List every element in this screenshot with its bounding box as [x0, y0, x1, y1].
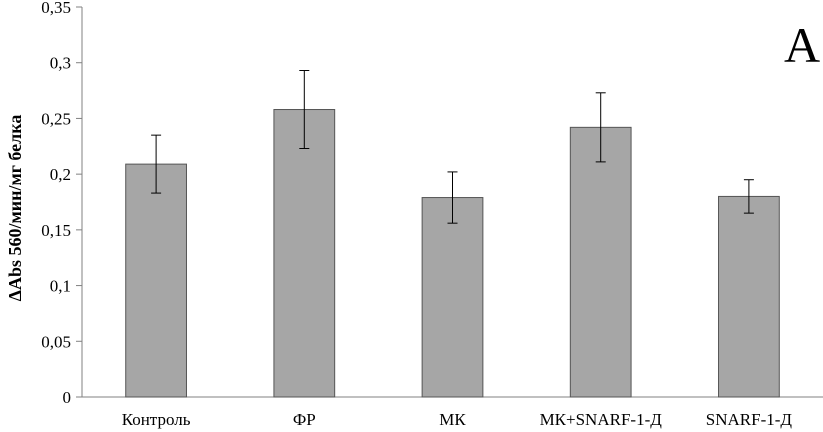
x-tick-label: Контроль	[122, 410, 191, 429]
y-tick-label: 0,35	[41, 0, 71, 17]
y-tick-label: 0,1	[50, 277, 71, 296]
bar	[718, 195, 780, 398]
bar	[421, 197, 484, 398]
y-axis: 0 0,05 0,1 0,15 0,2 0,25 0,3 0,35	[41, 0, 83, 407]
error-bars	[151, 70, 754, 224]
category-labels: Контроль ФР МК МК+SNARF-1-Д SNARF-1-Д	[122, 410, 793, 429]
bar	[125, 163, 187, 398]
y-axis-title: ΔAbs 560/мин/мг белка	[5, 115, 25, 302]
y-tick-label: 0,05	[41, 332, 71, 351]
x-tick-label: SNARF-1-Д	[706, 410, 793, 429]
bar	[273, 109, 336, 398]
y-tick-label: 0,2	[50, 165, 71, 184]
panel-label: A	[784, 17, 820, 73]
bars	[125, 109, 780, 398]
x-tick-label: ФР	[293, 410, 316, 429]
y-tick-label: 0,25	[41, 109, 71, 128]
y-tick-label: 0,3	[50, 54, 71, 73]
y-tick-label: 0,15	[41, 221, 71, 240]
x-tick-label: МК	[439, 410, 466, 429]
y-tick-label: 0	[63, 388, 72, 407]
bar	[569, 126, 632, 398]
x-tick-label: МК+SNARF-1-Д	[540, 410, 663, 429]
